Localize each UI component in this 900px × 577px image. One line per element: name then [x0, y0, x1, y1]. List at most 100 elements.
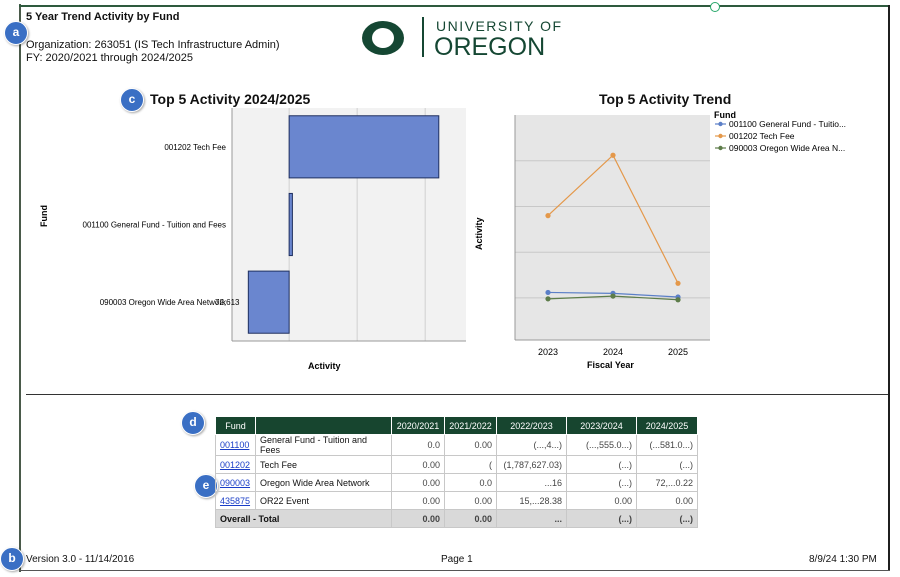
logo-text-line1: UNIVERSITY OF — [436, 18, 563, 34]
table-cell: 15,...28.38 — [496, 491, 567, 510]
table-cell: (...,555.0...) — [566, 434, 637, 456]
data-point — [675, 297, 681, 303]
table-cell: (...) — [636, 455, 698, 474]
table-cell: 0.00 — [444, 491, 497, 510]
data-point — [675, 280, 681, 286]
table-row: 090003 Oregon Wide Area Network 0.00 0.0… — [215, 473, 698, 492]
table-cell: 0.00 — [391, 491, 445, 510]
data-point — [545, 289, 551, 296]
line-y-axis-label: Activity — [474, 217, 484, 250]
data-point — [545, 213, 551, 219]
callout-badge-c: c — [120, 88, 144, 112]
x-tick-label: 2025 — [668, 347, 688, 357]
bar-chart: 001202 Tech Fee 001100 General Fund - Tui… — [40, 108, 466, 371]
fund-link[interactable]: 090003 — [220, 477, 251, 488]
table-cell: (...) — [566, 473, 637, 492]
line-chart-title: Top 5 Activity Trend — [599, 91, 732, 107]
fund-link[interactable]: 001100 — [220, 440, 250, 450]
col-header-2024-2025: 2024/2025 — [636, 416, 698, 435]
callout-badge-b: b — [0, 547, 24, 571]
fund-link[interactable]: 001202 — [220, 459, 251, 470]
legend-entry: 001100 General Fund - Tuitio... — [729, 119, 846, 129]
bar-y-axis-label: Fund — [40, 205, 49, 227]
fiscal-year-label: FY: 2020/2021 through 2024/2025 — [26, 52, 193, 64]
line-plot-area — [515, 115, 710, 340]
table-cell: 0.00 — [391, 509, 445, 528]
col-header-2023-2024: 2023/2024 — [566, 416, 637, 435]
table-cell: (...) — [566, 455, 637, 474]
fund-link[interactable]: 435875 — [220, 495, 251, 506]
total-label: Overall - Total — [215, 509, 392, 528]
legend-swatch-marker — [718, 145, 723, 151]
col-header-2022-2023: 2022/2023 — [496, 416, 567, 435]
table-total-row: Overall - Total 0.00 0.00 ... (...) (...… — [215, 509, 698, 528]
table-cell: 0.0 — [391, 434, 445, 456]
fund-activity-table: Fund 2020/2021 2021/2022 2022/2023 2023/… — [215, 416, 698, 528]
data-point — [610, 152, 616, 158]
bar-category-label: 090003 Oregon Wide Area Network — [100, 298, 227, 307]
logo-text-line2: OREGON — [434, 33, 545, 61]
report-title: 5 Year Trend Activity by Fund — [26, 11, 180, 23]
fund-name: OR22 Event — [255, 491, 392, 510]
section-divider — [26, 394, 888, 395]
data-point — [545, 296, 551, 302]
col-header-description — [255, 416, 392, 435]
bar — [247, 270, 290, 334]
bar-category-label: 001202 Tech Fee — [164, 143, 226, 152]
bar — [288, 115, 440, 179]
table-row: 435875 OR22 Event 0.00 0.00 15,...28.38 … — [215, 491, 698, 510]
legend-title: Fund — [714, 110, 736, 120]
footer-rule — [19, 570, 890, 571]
callout-badge-d: d — [181, 411, 205, 435]
table-cell: 0.00 — [636, 491, 698, 510]
table-cell: 72,...0.22 — [636, 473, 698, 492]
table-cell: ... — [496, 509, 567, 528]
bar-x-axis-label: Activity — [308, 361, 341, 371]
table-cell: (...581.0...) — [636, 434, 698, 456]
table-cell: 0.00 — [391, 473, 445, 492]
col-header-fund: Fund — [215, 416, 256, 435]
table-header-row: Fund 2020/2021 2021/2022 2022/2023 2023/… — [215, 416, 698, 435]
table-cell: (1,787,627.03) — [496, 455, 567, 474]
report-frame-top — [19, 5, 890, 7]
bar-category-label: 001100 General Fund - Tuition and Fees — [83, 221, 227, 230]
line-chart: 2023 2024 2025 Activity Fiscal Year Fund 0… — [474, 110, 846, 370]
table-cell: 0.00 — [444, 434, 497, 456]
x-tick-label: 2023 — [538, 347, 558, 357]
col-header-2020-2021: 2020/2021 — [391, 416, 445, 435]
table-cell: (...,4...) — [496, 434, 567, 456]
line-x-axis-label: Fiscal Year — [587, 360, 634, 370]
bar-data-label: 72,613 — [215, 298, 240, 307]
table-cell: (...) — [636, 509, 698, 528]
legend-entry: 001202 Tech Fee — [729, 131, 795, 141]
table-row: 001100 General Fund - Tuition and Fees 0… — [215, 434, 698, 456]
callout-badge-a: a — [4, 21, 28, 45]
report-frame-right — [888, 5, 890, 571]
footer-version: Version 3.0 - 11/14/2016 — [26, 554, 135, 565]
legend-entry: 090003 Oregon Wide Area N... — [729, 143, 845, 153]
table-cell: ( — [444, 455, 497, 474]
report-frame-left — [19, 4, 21, 572]
table-row: 001202 Tech Fee 0.00 ( (1,787,627.03) (.… — [215, 455, 698, 474]
university-of-oregon-logo: UNIVERSITY OF OREGON — [362, 17, 563, 61]
organization-label: Organization: 263051 (IS Tech Infrastruc… — [26, 39, 280, 51]
table-cell: 0.00 — [444, 509, 497, 528]
legend-swatch-marker — [718, 133, 723, 139]
footer-print-date: 8/9/24 1:30 PM — [809, 554, 877, 565]
fund-name: Oregon Wide Area Network — [255, 473, 392, 492]
table-cell: 0.00 — [566, 491, 637, 510]
bar-chart-title: Top 5 Activity 2024/2025 — [150, 91, 311, 107]
line-legend: 001100 General Fund - Tuitio... 001202 Te… — [715, 119, 846, 153]
table-cell: 0.00 — [391, 455, 445, 474]
fund-name: Tech Fee — [255, 455, 392, 474]
footer-page-number: Page 1 — [441, 554, 473, 565]
data-point — [610, 293, 616, 299]
bar — [288, 192, 293, 257]
table-cell: 0.0 — [444, 473, 497, 492]
legend-swatch-marker — [718, 121, 723, 127]
table-cell: ...16 — [496, 473, 567, 492]
table-cell: (...) — [566, 509, 637, 528]
fund-name: General Fund - Tuition and Fees — [255, 434, 392, 456]
x-tick-label: 2024 — [603, 347, 623, 357]
resize-handle[interactable] — [710, 2, 720, 12]
